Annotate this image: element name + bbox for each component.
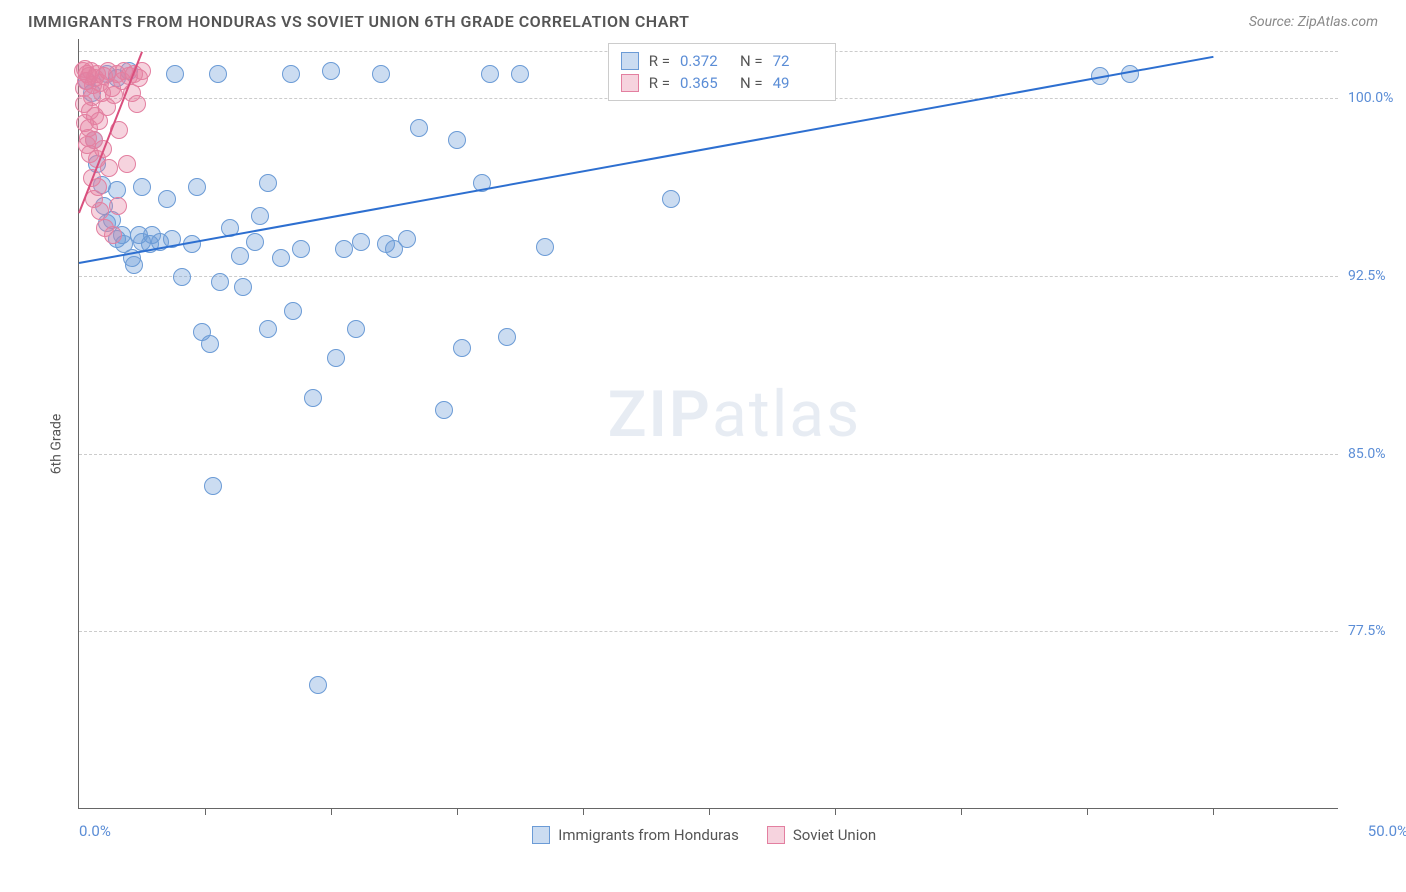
x-tick xyxy=(205,808,206,815)
x-tick xyxy=(331,808,332,815)
legend-item: Soviet Union xyxy=(767,826,876,844)
scatter-point xyxy=(259,174,277,192)
legend-swatch xyxy=(767,826,785,844)
scatter-point xyxy=(158,190,176,208)
scatter-point xyxy=(246,233,264,251)
scatter-point xyxy=(209,65,227,83)
legend-r-label: R = xyxy=(649,52,670,70)
legend-series-name: Immigrants from Honduras xyxy=(558,826,739,844)
gridline xyxy=(79,631,1338,632)
y-tick-label: 85.0% xyxy=(1348,446,1406,462)
legend-swatch xyxy=(621,52,639,70)
x-tick xyxy=(961,808,962,815)
legend-row: R = 0.372 N = 72 xyxy=(621,50,823,72)
scatter-point xyxy=(204,477,222,495)
scatter-point xyxy=(322,62,340,80)
source-name: ZipAtlas.com xyxy=(1298,14,1378,30)
x-tick xyxy=(457,808,458,815)
x-tick-label: 0.0% xyxy=(79,822,111,840)
scatter-point xyxy=(173,268,191,286)
series-legend: Immigrants from Honduras Soviet Union xyxy=(532,826,876,844)
legend-n-label: N = xyxy=(740,52,763,70)
scatter-point xyxy=(272,249,290,267)
legend-n-label: N = xyxy=(740,74,763,92)
scatter-point xyxy=(662,190,680,208)
scatter-point xyxy=(125,256,143,274)
scatter-point xyxy=(259,320,277,338)
legend-r-value: 0.372 xyxy=(680,52,730,70)
scatter-point xyxy=(234,278,252,296)
legend-r-value: 0.365 xyxy=(680,74,730,92)
scatter-point xyxy=(231,247,249,265)
legend-r-label: R = xyxy=(649,74,670,92)
x-tick xyxy=(1213,808,1214,815)
y-tick-label: 92.5% xyxy=(1348,268,1406,284)
x-tick xyxy=(709,808,710,815)
legend-n-value: 72 xyxy=(773,52,823,70)
source-attribution: Source: ZipAtlas.com xyxy=(1249,14,1378,30)
scatter-point xyxy=(284,302,302,320)
scatter-point xyxy=(118,155,136,173)
scatter-point xyxy=(347,320,365,338)
scatter-point xyxy=(511,65,529,83)
source-prefix: Source: xyxy=(1249,14,1298,30)
legend-swatch xyxy=(621,74,639,92)
scatter-point xyxy=(104,226,122,244)
scatter-point xyxy=(309,676,327,694)
gridline xyxy=(79,276,1338,277)
scatter-point xyxy=(251,207,269,225)
y-tick-label: 77.5% xyxy=(1348,623,1406,639)
scatter-point xyxy=(448,131,466,149)
scatter-point xyxy=(498,328,516,346)
scatter-point xyxy=(372,65,390,83)
scatter-point xyxy=(536,238,554,256)
y-axis-label: 6th Grade xyxy=(48,414,64,475)
scatter-point xyxy=(100,159,118,177)
scatter-point xyxy=(188,178,206,196)
scatter-point xyxy=(282,65,300,83)
chart-title: IMMIGRANTS FROM HONDURAS VS SOVIET UNION… xyxy=(28,12,689,31)
scatter-point xyxy=(435,401,453,419)
plot-area: 77.5%85.0%92.5%100.0%0.0%50.0%ZIPatlasR … xyxy=(78,39,1338,809)
scatter-point xyxy=(109,197,127,215)
legend-row: R = 0.365 N = 49 xyxy=(621,72,823,94)
scatter-point xyxy=(201,335,219,353)
scatter-point xyxy=(398,230,416,248)
scatter-point xyxy=(91,202,109,220)
scatter-point xyxy=(292,240,310,258)
scatter-point xyxy=(166,65,184,83)
x-tick-label: 50.0% xyxy=(1368,822,1406,840)
scatter-point xyxy=(327,349,345,367)
gridline xyxy=(79,454,1338,455)
scatter-point xyxy=(133,178,151,196)
scatter-point xyxy=(108,181,126,199)
scatter-point xyxy=(410,119,428,137)
chart-container: 6th Grade 77.5%85.0%92.5%100.0%0.0%50.0%… xyxy=(28,39,1378,849)
y-tick-label: 100.0% xyxy=(1348,90,1406,106)
scatter-point xyxy=(453,339,471,357)
scatter-point xyxy=(304,389,322,407)
legend-item: Immigrants from Honduras xyxy=(532,826,739,844)
x-tick xyxy=(583,808,584,815)
scatter-point xyxy=(481,65,499,83)
legend-n-value: 49 xyxy=(773,74,823,92)
scatter-point xyxy=(335,240,353,258)
correlation-legend: R = 0.372 N = 72 R = 0.365 N = 49 xyxy=(608,43,836,101)
legend-swatch xyxy=(532,826,550,844)
legend-series-name: Soviet Union xyxy=(793,826,876,844)
scatter-point xyxy=(128,95,146,113)
watermark: ZIPatlas xyxy=(608,377,861,452)
scatter-point xyxy=(352,233,370,251)
scatter-point xyxy=(211,273,229,291)
x-tick xyxy=(835,808,836,815)
x-tick xyxy=(1087,808,1088,815)
